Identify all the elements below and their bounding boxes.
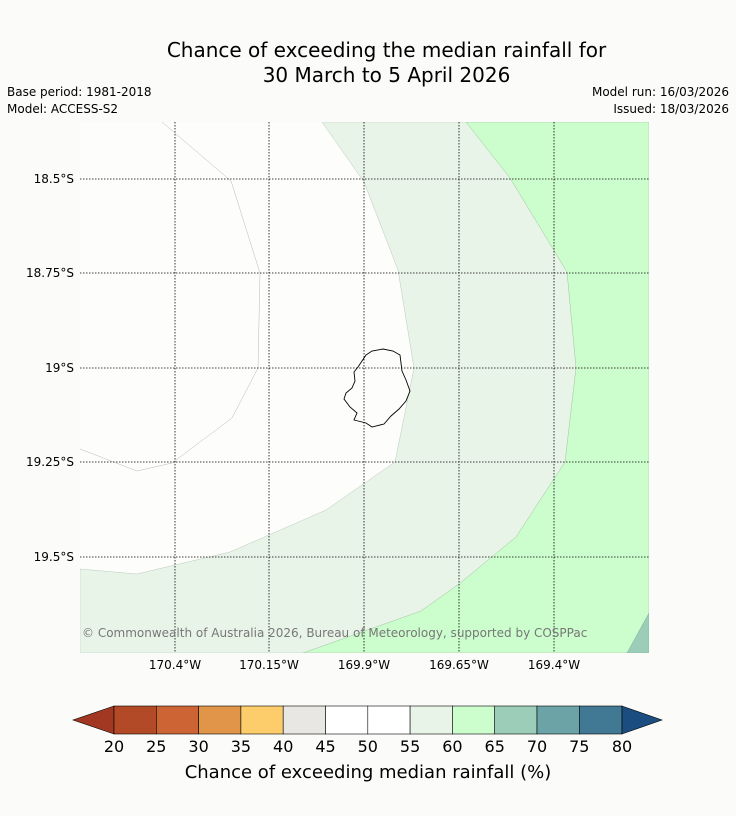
meta-left: Base period: 1981-2018 Model: ACCESS-S2 <box>7 84 152 118</box>
lon-label: 170.15°W <box>239 658 299 672</box>
lon-label: 169.4°W <box>528 658 580 672</box>
colorbar-under-arrow <box>72 705 115 735</box>
title-line-2: 30 March to 5 April 2026 <box>262 63 511 87</box>
model-run-text: Model run: 16/03/2026 <box>591 85 729 99</box>
colorbar-tick: 60 <box>442 737 462 756</box>
colorbar-tick: 45 <box>315 737 335 756</box>
lat-labels: 18.5°S 18.75°S 19°S 19.25°S 19.5°S <box>26 172 74 564</box>
graticule <box>80 122 649 653</box>
colorbar-tick: 55 <box>400 737 420 756</box>
colorbar-tick: 25 <box>146 737 166 756</box>
colorbar <box>72 705 663 735</box>
colorbar-tick: 30 <box>188 737 208 756</box>
colorbar-bin-30-35 <box>198 705 242 735</box>
colorbar-ticks: 20 25 30 35 40 45 50 55 60 65 70 75 80 <box>104 737 632 756</box>
issued-text: Issued: 18/03/2026 <box>613 102 729 116</box>
colorbar-tick: 80 <box>612 737 632 756</box>
lon-labels: 170.4°W 170.15°W 169.9°W 169.65°W 169.4°… <box>149 658 580 672</box>
copyright-text: © Commonwealth of Australia 2026, Bureau… <box>82 626 587 640</box>
contour-45-50 <box>80 122 261 472</box>
colorbar-tick: 35 <box>231 737 251 756</box>
colorbar-bin-55-60 <box>409 705 453 735</box>
island-outline <box>343 348 411 428</box>
colorbar-bin-75-80 <box>578 705 623 735</box>
colorbar-tick: 65 <box>485 737 505 756</box>
lat-label: 19.5°S <box>34 550 74 564</box>
colorbar-bin-25-30 <box>156 705 199 735</box>
colorbar-bin-65-70 <box>494 705 538 735</box>
colorbar-bin-35-40 <box>240 705 284 735</box>
colorbar-bin-50-55 <box>367 705 411 735</box>
colorbar-bin-70-75 <box>536 705 580 735</box>
lon-label: 169.65°W <box>429 658 489 672</box>
map-area: © Commonwealth of Australia 2026, Bureau… <box>80 122 649 653</box>
colorbar-title: Chance of exceeding median rainfall (%) <box>185 762 552 783</box>
contour-60-65 <box>302 122 649 653</box>
lat-label: 19°S <box>45 361 74 375</box>
colorbar-bin-40-45 <box>282 705 326 735</box>
meta-right: Model run: 16/03/2026 Issued: 18/03/2026 <box>592 84 729 118</box>
base-period-text: Base period: 1981-2018 <box>7 85 152 99</box>
contour-65-70 <box>626 612 649 653</box>
model-text: Model: ACCESS-S2 <box>7 102 119 116</box>
colorbar-bin-45-50 <box>325 705 369 735</box>
chart-title: Chance of exceeding the median rainfall … <box>0 38 736 88</box>
lon-label: 170.4°W <box>149 658 201 672</box>
lat-label: 19.25°S <box>26 455 74 469</box>
colorbar-bin-20-25 <box>113 705 157 735</box>
colorbar-tick: 70 <box>527 737 547 756</box>
title-line-1: Chance of exceeding the median rainfall … <box>166 38 607 62</box>
contour-55-60 <box>80 122 649 653</box>
colorbar-tick: 50 <box>358 737 378 756</box>
colorbar-over-arrow <box>621 705 663 735</box>
colorbar-tick: 20 <box>104 737 124 756</box>
lat-label: 18.5°S <box>34 172 74 186</box>
colorbar-tick: 40 <box>273 737 293 756</box>
lon-label: 169.9°W <box>338 658 390 672</box>
colorbar-bin-60-65 <box>452 705 495 735</box>
colorbar-tick: 75 <box>569 737 589 756</box>
lat-label: 18.75°S <box>26 266 74 280</box>
